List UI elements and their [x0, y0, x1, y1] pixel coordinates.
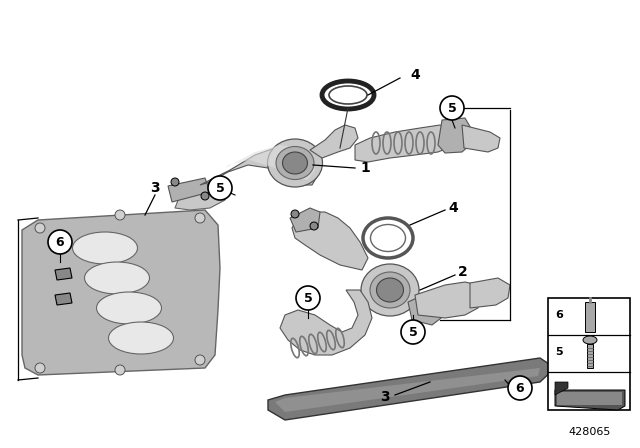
Circle shape — [171, 178, 179, 186]
Polygon shape — [415, 282, 482, 318]
Ellipse shape — [370, 272, 410, 308]
Text: 5: 5 — [303, 292, 312, 305]
Circle shape — [195, 213, 205, 223]
Polygon shape — [55, 268, 72, 280]
Polygon shape — [408, 292, 445, 325]
Ellipse shape — [361, 264, 419, 316]
Bar — [587, 344, 593, 368]
Polygon shape — [557, 392, 622, 405]
Polygon shape — [290, 208, 320, 232]
Text: 3: 3 — [380, 390, 390, 404]
Ellipse shape — [376, 278, 403, 302]
Text: 6: 6 — [56, 236, 64, 249]
Polygon shape — [275, 368, 540, 412]
Text: 3: 3 — [150, 181, 160, 195]
Text: 5: 5 — [447, 102, 456, 115]
Polygon shape — [22, 210, 220, 375]
Text: 4: 4 — [410, 68, 420, 82]
Ellipse shape — [109, 322, 173, 354]
Polygon shape — [280, 290, 372, 355]
Polygon shape — [292, 212, 368, 270]
Polygon shape — [168, 178, 210, 202]
Polygon shape — [470, 278, 510, 308]
Circle shape — [401, 320, 425, 344]
Polygon shape — [175, 178, 230, 210]
Polygon shape — [555, 382, 568, 395]
Ellipse shape — [268, 139, 323, 187]
Text: 6: 6 — [516, 382, 524, 395]
Polygon shape — [268, 358, 555, 420]
Ellipse shape — [84, 262, 150, 294]
Ellipse shape — [97, 292, 161, 324]
Text: 5: 5 — [555, 347, 563, 357]
Circle shape — [508, 376, 532, 400]
Ellipse shape — [282, 152, 307, 174]
Circle shape — [208, 176, 232, 200]
Text: 2: 2 — [458, 265, 468, 279]
Polygon shape — [462, 125, 500, 152]
Polygon shape — [585, 302, 595, 332]
Text: 6: 6 — [555, 310, 563, 320]
Circle shape — [48, 230, 72, 254]
Polygon shape — [310, 125, 358, 158]
Ellipse shape — [72, 232, 138, 264]
Circle shape — [35, 223, 45, 233]
Text: 1: 1 — [360, 161, 370, 175]
Polygon shape — [200, 148, 318, 185]
Text: 5: 5 — [408, 326, 417, 339]
Circle shape — [35, 363, 45, 373]
Polygon shape — [555, 390, 625, 410]
Ellipse shape — [583, 336, 597, 344]
Text: 4: 4 — [448, 201, 458, 215]
Ellipse shape — [276, 146, 314, 180]
Polygon shape — [55, 293, 72, 305]
Polygon shape — [438, 118, 472, 153]
Circle shape — [115, 365, 125, 375]
Circle shape — [310, 222, 318, 230]
Text: 5: 5 — [216, 181, 225, 194]
Text: 428065: 428065 — [569, 427, 611, 437]
Circle shape — [296, 286, 320, 310]
Circle shape — [195, 355, 205, 365]
Polygon shape — [355, 125, 452, 162]
Bar — [548, 298, 630, 410]
Polygon shape — [225, 145, 315, 180]
Circle shape — [440, 96, 464, 120]
Circle shape — [291, 210, 299, 218]
Circle shape — [115, 210, 125, 220]
Circle shape — [201, 192, 209, 200]
